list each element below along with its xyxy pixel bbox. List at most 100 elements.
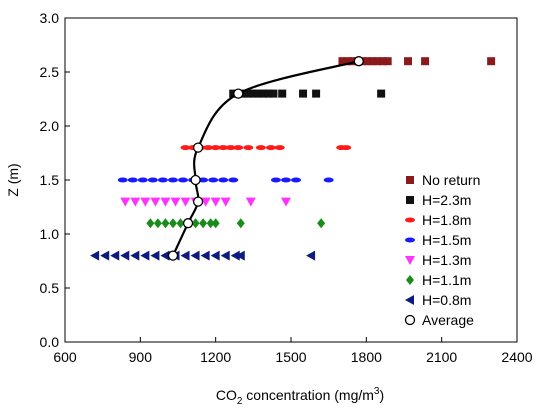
legend-label: H=1.1m xyxy=(422,272,471,288)
point xyxy=(190,250,200,261)
point xyxy=(233,88,244,99)
legend-label: H=2.3m xyxy=(422,192,471,208)
point xyxy=(160,197,171,207)
x-tick-label: 1500 xyxy=(275,349,306,365)
point xyxy=(90,250,100,261)
point xyxy=(317,218,326,229)
point xyxy=(150,197,161,207)
point xyxy=(117,177,128,183)
legend-marker xyxy=(406,275,414,285)
point xyxy=(243,145,254,151)
point xyxy=(220,197,231,207)
x-axis-label: CO2 concentration (mg/m3) xyxy=(216,386,384,407)
point xyxy=(323,177,334,183)
point xyxy=(210,250,220,261)
point xyxy=(244,89,253,98)
point xyxy=(199,218,208,229)
legend-label: No return xyxy=(422,172,480,188)
point xyxy=(378,57,387,66)
point xyxy=(264,89,273,98)
point xyxy=(245,197,256,207)
point xyxy=(137,177,148,183)
x-label-part: 2 xyxy=(237,396,243,407)
legend-label: H=1.3m xyxy=(422,252,471,268)
y-tick-label: 2.5 xyxy=(40,64,60,80)
y-tick-label: 1.0 xyxy=(40,226,60,242)
point xyxy=(176,218,185,229)
point xyxy=(160,250,170,261)
point xyxy=(421,57,430,66)
point xyxy=(373,57,382,66)
point xyxy=(218,177,229,183)
point xyxy=(368,57,377,66)
point xyxy=(404,57,413,66)
point xyxy=(280,177,291,183)
point xyxy=(198,177,209,183)
point xyxy=(167,177,178,183)
point xyxy=(235,250,245,261)
legend-marker xyxy=(405,295,414,305)
point xyxy=(299,89,308,98)
y-tick-label: 2.0 xyxy=(40,118,60,134)
y-tick-label: 1.5 xyxy=(40,172,60,188)
point xyxy=(255,145,266,151)
point xyxy=(353,56,364,67)
y-tick-label: 0.5 xyxy=(40,280,60,296)
point xyxy=(130,250,140,261)
point xyxy=(150,250,160,261)
point xyxy=(254,89,263,98)
legend-marker xyxy=(405,217,415,223)
point xyxy=(100,250,110,261)
point xyxy=(274,145,285,151)
point xyxy=(167,250,179,261)
point xyxy=(130,197,141,207)
point xyxy=(190,174,201,186)
point xyxy=(225,145,236,151)
point xyxy=(312,89,321,98)
point xyxy=(182,218,194,229)
x-tick-label: 2100 xyxy=(426,349,457,365)
point xyxy=(348,57,357,66)
legend-label: Average xyxy=(422,312,474,328)
point xyxy=(192,196,204,207)
point xyxy=(269,89,278,98)
point xyxy=(211,218,220,229)
point xyxy=(249,89,258,98)
point xyxy=(338,57,347,66)
x-tick-label: 900 xyxy=(129,349,153,365)
point xyxy=(191,218,200,229)
point xyxy=(153,218,162,229)
point xyxy=(228,177,239,183)
point xyxy=(259,89,268,98)
point xyxy=(120,250,130,261)
point xyxy=(306,250,316,261)
point xyxy=(203,145,214,151)
point xyxy=(236,218,245,229)
legend-marker xyxy=(405,237,415,243)
point xyxy=(178,177,189,183)
point xyxy=(220,250,230,261)
point xyxy=(161,218,170,229)
y-tick-label: 0.0 xyxy=(40,334,60,350)
point xyxy=(487,57,496,66)
y-tick-label: 3.0 xyxy=(40,10,60,26)
x-tick-label: 1800 xyxy=(351,349,382,365)
y-axis-label: Z (m) xyxy=(5,163,21,196)
x-tick-label: 600 xyxy=(53,349,77,365)
point xyxy=(233,145,244,151)
x-tick-label: 2400 xyxy=(501,349,532,365)
point xyxy=(180,197,191,207)
point xyxy=(363,57,372,66)
x-label-part: 3 xyxy=(374,386,380,397)
point xyxy=(291,177,302,183)
point xyxy=(180,145,191,151)
point xyxy=(110,250,120,261)
point xyxy=(127,177,138,183)
legend-label: H=1.5m xyxy=(422,232,471,248)
point xyxy=(280,197,291,207)
point xyxy=(383,57,392,66)
point xyxy=(206,218,215,229)
point xyxy=(218,145,229,151)
x-label-part: CO xyxy=(216,387,237,403)
